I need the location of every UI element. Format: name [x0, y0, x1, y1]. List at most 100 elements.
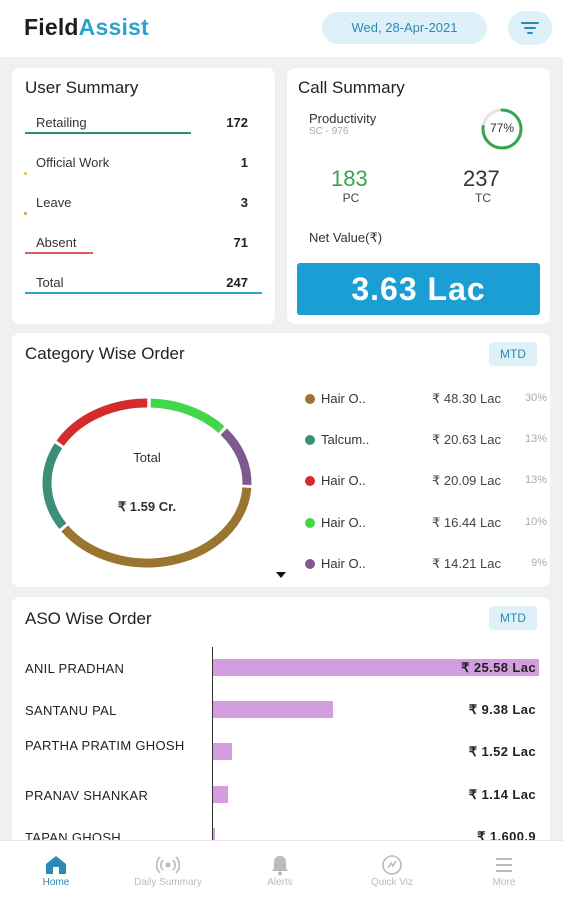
leave-marker	[24, 212, 27, 215]
aso-value: ₹ 1,600.9	[477, 829, 536, 840]
aso-bar[interactable]	[213, 743, 233, 760]
nav-alerts[interactable]: Alerts	[224, 841, 336, 900]
legend-name: Hair O..	[321, 556, 366, 571]
total-underline	[25, 292, 262, 294]
absent-underline	[25, 252, 93, 254]
row-value: 1	[240, 155, 248, 170]
aso-name: PRANAV SHANKAR	[25, 788, 149, 803]
donut-center-value: ₹ 1.59 Cr.	[117, 499, 177, 514]
productivity-ring: 77%	[477, 104, 527, 154]
row-value: 172	[226, 115, 248, 130]
legend-percent: 13%	[524, 474, 547, 486]
gauge-icon	[382, 855, 402, 875]
legend-percent: 13%	[524, 433, 547, 445]
filter-icon-line	[527, 32, 533, 34]
legend-name: Hair O..	[321, 515, 366, 530]
legend-item[interactable]: Hair O.. ₹ 14.21 Lac 9%	[294, 554, 549, 574]
donut-segment[interactable]	[61, 487, 252, 568]
legend-percent: 9%	[531, 557, 547, 569]
legend-name: Hair O..	[321, 473, 366, 488]
row-label: Leave	[36, 195, 72, 210]
donut-segment[interactable]	[220, 428, 252, 486]
logo-text-field: Field	[24, 14, 79, 40]
row-label: Retailing	[36, 115, 87, 130]
user-summary-row-leave[interactable]: Leave 3	[24, 193, 262, 213]
category-donut-chart[interactable]	[32, 388, 262, 578]
legend-value: ₹ 14.21 Lac	[432, 556, 501, 571]
user-summary-row-total[interactable]: Total 247	[24, 273, 262, 293]
donut-segment[interactable]	[56, 398, 148, 447]
category-order-card: Category Wise Order MTD Total ₹ 1.59 Cr.…	[12, 333, 550, 587]
user-summary-row-official-work[interactable]: Official Work 1	[24, 153, 262, 173]
aso-bar[interactable]	[213, 828, 215, 840]
filter-icon-line	[524, 27, 536, 29]
category-mtd-toggle[interactable]: MTD	[489, 342, 537, 366]
aso-name: TAPAN GHOSH	[25, 830, 121, 840]
net-value-box[interactable]: 3.63 Lac	[297, 263, 540, 315]
nav-label: Quick Viz	[370, 877, 414, 888]
call-summary-card: Call Summary Productivity SC - 976 77% 1…	[287, 68, 550, 324]
aso-bar[interactable]	[213, 786, 228, 803]
nav-label: Home	[42, 877, 70, 888]
filter-icon	[521, 22, 539, 24]
call-summary-title: Call Summary	[298, 78, 405, 97]
legend-dot	[305, 394, 315, 404]
aso-name: PARTHA PRATIM GHOSH	[25, 738, 185, 753]
nav-home[interactable]: Home	[0, 841, 112, 900]
row-label: Absent	[36, 235, 77, 250]
legend-percent: 30%	[524, 392, 547, 404]
aso-value: ₹ 9.38 Lac	[468, 702, 536, 717]
legend-scroll-down-icon[interactable]	[276, 572, 286, 578]
productivity-percent: 77%	[489, 121, 515, 135]
aso-axis-line	[212, 647, 213, 840]
legend-name: Hair O..	[321, 391, 366, 406]
bottom-navigation: Home Daily Summary Alerts Quick Viz More	[0, 840, 563, 900]
legend-value: ₹ 20.63 Lac	[432, 432, 501, 447]
row-value: 3	[240, 195, 248, 210]
row-value: 71	[233, 235, 248, 250]
donut-center-label: Total	[133, 450, 161, 465]
filter-button[interactable]	[508, 11, 552, 45]
app-logo: FieldAssist	[24, 14, 149, 41]
legend-dot	[305, 518, 315, 528]
nav-label: Daily Summary	[134, 877, 202, 888]
legend-item[interactable]: Hair O.. ₹ 16.44 Lac 10%	[294, 513, 549, 533]
row-value: 247	[226, 275, 248, 290]
legend-dot	[305, 435, 315, 445]
legend-percent: 10%	[524, 516, 547, 528]
aso-mtd-toggle[interactable]: MTD	[489, 606, 537, 630]
nav-more[interactable]: More	[448, 841, 560, 900]
legend-item[interactable]: Hair O.. ₹ 20.09 Lac 13%	[294, 471, 549, 491]
user-summary-row-retailing[interactable]: Retailing 172	[24, 113, 262, 133]
legend-item[interactable]: Hair O.. ₹ 48.30 Lac 30%	[294, 389, 549, 409]
productivity-ring-svg	[481, 108, 523, 150]
aso-bar[interactable]	[213, 659, 539, 676]
user-summary-card: User Summary Retailing 172 Official Work…	[12, 68, 275, 324]
date-selector[interactable]: Wed, 28-Apr-2021	[322, 12, 487, 44]
productivity-sub: SC - 976	[309, 126, 349, 137]
legend-item[interactable]: Talcum.. ₹ 20.63 Lac 13%	[294, 430, 549, 450]
official-work-marker	[24, 172, 27, 175]
row-label: Total	[36, 275, 64, 290]
nav-quick-viz[interactable]: Quick Viz	[336, 841, 448, 900]
nav-label: More	[492, 877, 516, 888]
aso-value: ₹ 1.52 Lac	[468, 744, 536, 759]
net-value-label: Net Value(₹)	[309, 230, 383, 245]
legend-dot	[305, 559, 315, 569]
aso-bar[interactable]	[213, 701, 333, 718]
donut-segment[interactable]	[42, 443, 67, 529]
legend-value: ₹ 20.09 Lac	[432, 473, 501, 488]
donut-segment[interactable]	[150, 398, 225, 434]
pc-value: 183	[331, 166, 368, 191]
user-summary-row-absent[interactable]: Absent 71	[24, 233, 262, 253]
broadcast-icon	[156, 856, 180, 874]
aso-order-title: ASO Wise Order	[25, 609, 152, 628]
nav-daily-summary[interactable]: Daily Summary	[112, 841, 224, 900]
row-label: Official Work	[36, 155, 110, 170]
legend-value: ₹ 16.44 Lac	[432, 515, 501, 530]
nav-label: Alerts	[267, 877, 293, 888]
aso-name: SANTANU PAL	[25, 703, 117, 718]
aso-order-card: ASO Wise Order MTD ANIL PRADHAN ₹ 25.58 …	[12, 597, 550, 840]
aso-value: ₹ 1.14 Lac	[468, 787, 536, 802]
tc-value: 237	[463, 166, 500, 191]
